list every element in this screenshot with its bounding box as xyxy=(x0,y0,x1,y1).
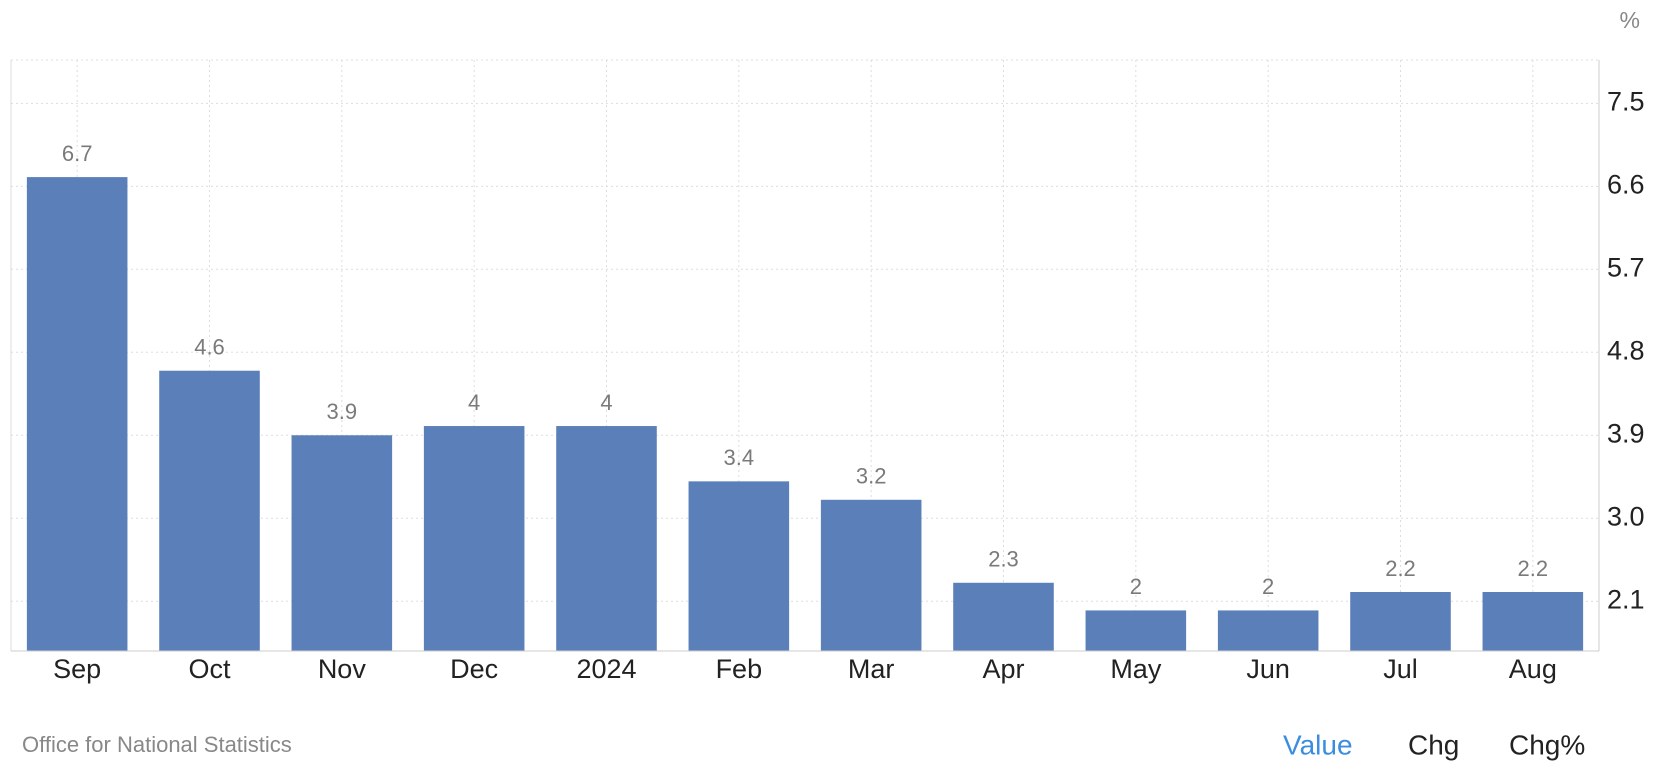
y-tick-label: 2.1 xyxy=(1607,584,1645,614)
y-tick-label: 6.6 xyxy=(1607,169,1645,199)
y-tick-label: 3.0 xyxy=(1607,501,1645,531)
bar xyxy=(1350,591,1451,651)
value-label: 3.9 xyxy=(327,399,358,424)
y-tick-label: 7.5 xyxy=(1607,86,1645,116)
value-label: 3.4 xyxy=(724,445,755,470)
bar xyxy=(820,499,922,651)
value-label: 6.7 xyxy=(62,141,93,166)
bar xyxy=(423,426,525,651)
x-tick-label: Dec xyxy=(450,654,498,684)
y-tick-label: 3.9 xyxy=(1607,418,1645,448)
value-label: 4 xyxy=(468,390,480,415)
y-unit: % xyxy=(1620,7,1640,33)
x-tick-label: 2024 xyxy=(576,654,636,684)
source: Office for National Statistics xyxy=(22,732,292,757)
value-label: 2 xyxy=(1262,574,1274,599)
value-label: 4 xyxy=(600,390,612,415)
bar xyxy=(1217,610,1319,651)
bar xyxy=(953,582,1054,651)
x-tick-label: Jun xyxy=(1246,654,1290,684)
x-tick-label: Sep xyxy=(53,654,101,684)
x-tick-label: Jul xyxy=(1383,654,1418,684)
x-tick-label: Apr xyxy=(982,654,1024,684)
bar xyxy=(688,481,790,651)
bar xyxy=(556,426,657,651)
tab-chg[interactable]: Chg xyxy=(1408,729,1459,760)
value-label: 2.3 xyxy=(988,547,1019,572)
x-tick-label: Feb xyxy=(716,654,763,684)
x-tick-label: May xyxy=(1110,654,1162,684)
x-tick-label: Nov xyxy=(318,654,367,684)
y-tick-label: 5.7 xyxy=(1607,252,1645,282)
x-tick-label: Mar xyxy=(848,654,895,684)
value-label: 2.2 xyxy=(1385,556,1416,581)
bar xyxy=(1085,610,1187,651)
tab-value[interactable]: Value xyxy=(1283,729,1353,760)
value-label: 4.6 xyxy=(194,335,225,360)
x-tick-label: Aug xyxy=(1509,654,1557,684)
value-label: 2 xyxy=(1130,574,1142,599)
bar xyxy=(26,177,128,651)
bar xyxy=(1482,591,1584,651)
value-label: 3.2 xyxy=(856,464,887,489)
value-label: 2.2 xyxy=(1518,556,1549,581)
y-tick-label: 4.8 xyxy=(1607,335,1645,365)
bar xyxy=(159,370,260,651)
bar xyxy=(291,435,393,651)
x-tick-label: Oct xyxy=(188,654,231,684)
tab-chg-pct[interactable]: Chg% xyxy=(1509,729,1585,760)
